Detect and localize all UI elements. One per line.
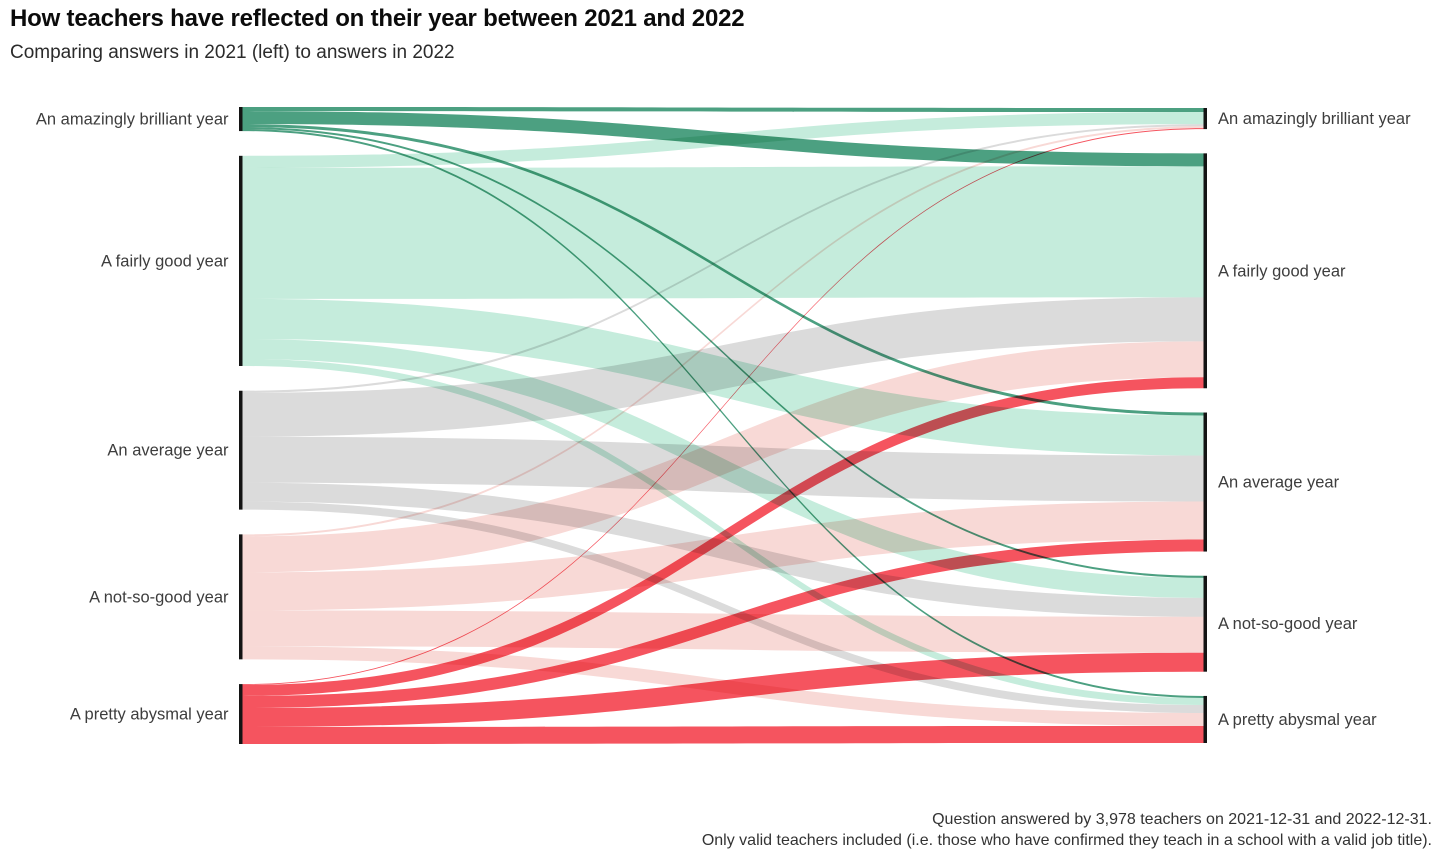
sankey-flow-a-pretty-abysmal-year-to-a-pretty-abysmal-year[interactable] bbox=[242, 725, 1204, 744]
sankey-flow-a-not-so-good-year-to-a-fairly-good-year[interactable] bbox=[242, 341, 1204, 573]
sankey-node-2022-a-fairly-good-year[interactable] bbox=[1203, 153, 1208, 389]
sankey-node-2022-a-not-so-good-year[interactable] bbox=[1203, 575, 1208, 672]
chart-subtitle: Comparing answers in 2021 (left) to answ… bbox=[10, 42, 455, 63]
sankey-flow-a-fairly-good-year-to-an-amazingly-brilliant-year[interactable] bbox=[242, 112, 1204, 168]
node-label-2021-an-average-year: An average year bbox=[107, 442, 229, 460]
sankey-node-2021-a-not-so-good-year[interactable] bbox=[239, 534, 243, 660]
sankey-flow-a-not-so-good-year-to-an-average-year[interactable] bbox=[242, 501, 1204, 611]
footnote-line-2: Only valid teachers included (i.e. those… bbox=[701, 831, 1432, 849]
node-label-2022-a-not-so-good-year: A not-so-good year bbox=[1218, 615, 1358, 633]
sankey-flow-a-pretty-abysmal-year-to-an-amazingly-brilliant-year[interactable] bbox=[242, 128, 1204, 686]
sankey-node-2022-a-pretty-abysmal-year[interactable] bbox=[1203, 695, 1208, 743]
sankey-flow-a-fairly-good-year-to-a-fairly-good-year[interactable] bbox=[242, 166, 1204, 299]
sankey-flow-a-pretty-abysmal-year-to-a-fairly-good-year[interactable] bbox=[242, 377, 1204, 696]
node-label-2021-a-not-so-good-year: A not-so-good year bbox=[89, 588, 229, 606]
node-label-2021-an-amazingly-brilliant-year: An amazingly brilliant year bbox=[36, 111, 229, 129]
sankey-flow-a-pretty-abysmal-year-to-an-average-year[interactable] bbox=[242, 539, 1204, 709]
sankey-flow-an-amazingly-brilliant-year-to-a-pretty-abysmal-year[interactable] bbox=[242, 129, 1204, 698]
sankey-node-2022-an-amazingly-brilliant-year[interactable] bbox=[1203, 108, 1208, 130]
chart-footnote: Question answered by 3,978 teachers on 2… bbox=[702, 810, 1432, 851]
sankey-flow-an-amazingly-brilliant-year-to-an-amazingly-brilliant-year[interactable] bbox=[242, 107, 1204, 113]
sankey-flow-a-not-so-good-year-to-an-amazingly-brilliant-year[interactable] bbox=[242, 126, 1204, 537]
sankey-flow-an-average-year-to-a-fairly-good-year[interactable] bbox=[242, 297, 1204, 437]
sankey-flow-a-pretty-abysmal-year-to-a-not-so-good-year[interactable] bbox=[242, 652, 1204, 727]
sankey-node-2022-an-average-year[interactable] bbox=[1203, 412, 1208, 552]
sankey-node-2021-a-pretty-abysmal-year[interactable] bbox=[239, 684, 243, 744]
sankey-node-2021-a-fairly-good-year[interactable] bbox=[239, 155, 243, 366]
sankey-flow-an-average-year-to-a-pretty-abysmal-year[interactable] bbox=[242, 501, 1204, 713]
node-label-2021-a-pretty-abysmal-year: A pretty abysmal year bbox=[70, 706, 229, 724]
chart-header: How teachers have reflected on their yea… bbox=[10, 5, 745, 64]
node-label-2022-a-fairly-good-year: A fairly good year bbox=[1218, 262, 1346, 280]
sankey-node-2021-an-average-year[interactable] bbox=[239, 390, 243, 510]
chart-title: How teachers have reflected on their yea… bbox=[10, 5, 745, 32]
node-label-2022-an-average-year: An average year bbox=[1218, 474, 1340, 492]
sankey-flow-an-average-year-to-an-amazingly-brilliant-year[interactable] bbox=[242, 124, 1204, 393]
sankey-flow-a-not-so-good-year-to-a-not-so-good-year[interactable] bbox=[242, 610, 1204, 653]
footnote-line-1: Question answered by 3,978 teachers on 2… bbox=[932, 811, 1432, 829]
node-label-2022-a-pretty-abysmal-year: A pretty abysmal year bbox=[1218, 711, 1377, 729]
node-label-2021-a-fairly-good-year: A fairly good year bbox=[101, 252, 229, 270]
sankey-node-2021-an-amazingly-brilliant-year[interactable] bbox=[239, 107, 243, 132]
node-label-2022-an-amazingly-brilliant-year: An amazingly brilliant year bbox=[1218, 110, 1411, 128]
